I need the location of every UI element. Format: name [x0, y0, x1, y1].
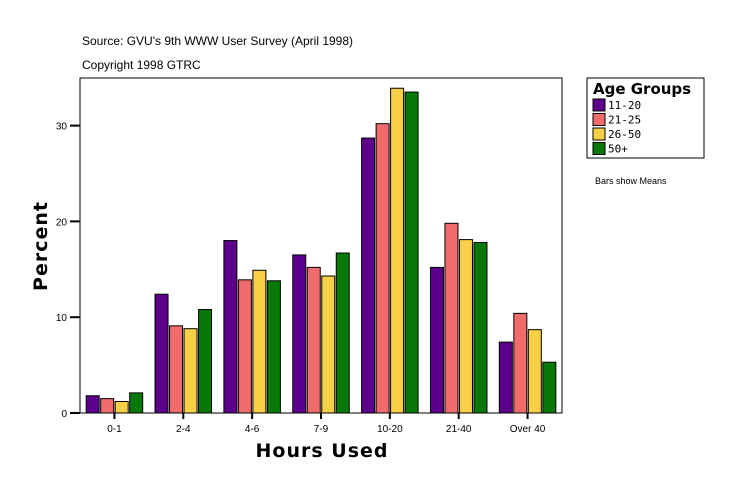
y-tick-label: 0	[61, 409, 67, 420]
x-tick-label: 0-1	[107, 424, 122, 435]
bar-50+-0-1	[129, 392, 144, 414]
bar-11-20-0-1	[85, 395, 100, 414]
bar-11-20-2-4	[154, 293, 169, 414]
bar-50+-21-40	[473, 241, 488, 414]
y-tick-label: 20	[56, 217, 68, 228]
bar-21-25-4-6	[237, 279, 252, 414]
legend-label: 21-25	[608, 114, 641, 127]
legend-label: 11-20	[608, 99, 641, 112]
bar-26-50-4-6	[252, 269, 267, 414]
x-tick-label: Over 40	[510, 424, 546, 435]
bar-26-50-21-40	[458, 239, 473, 414]
y-axis-label: Percent	[30, 201, 52, 291]
bar-26-50-0-1	[114, 401, 129, 414]
bar-21-25-7-9	[306, 266, 321, 414]
bar-21-25-10-20	[375, 123, 390, 414]
bar-21-25-Over 40	[513, 312, 528, 414]
legend-label: 26-50	[608, 128, 641, 141]
bar-21-25-0-1	[100, 398, 115, 414]
x-tick-label: 4-6	[245, 424, 260, 435]
bar-50+-4-6	[266, 280, 281, 414]
x-axis-label: Hours Used	[256, 440, 389, 462]
bar-50+-10-20	[404, 91, 419, 414]
bar-50+-Over 40	[542, 361, 557, 414]
x-tick-label: 10-20	[377, 424, 403, 435]
bar-26-50-Over 40	[527, 329, 542, 414]
chart-subtitle: Copyright 1998 GTRC	[82, 58, 201, 72]
bar-50+-7-9	[335, 252, 350, 414]
y-tick-label: 30	[56, 122, 68, 133]
bar-11-20-10-20	[361, 137, 376, 414]
chart-title: Source: GVU's 9th WWW User Survey (April…	[82, 34, 353, 48]
bar-50+-2-4	[198, 309, 213, 414]
bar-21-25-21-40	[444, 222, 459, 414]
bar-21-25-2-4	[169, 325, 184, 414]
bar-11-20-21-40	[429, 266, 444, 414]
legend	[586, 77, 705, 159]
bar-11-20-Over 40	[498, 341, 513, 414]
bar-26-50-10-20	[390, 87, 405, 414]
bar-11-20-7-9	[292, 254, 307, 414]
legend-label: 50+	[608, 143, 628, 156]
plot-area	[79, 77, 563, 414]
bar-26-50-2-4	[183, 328, 198, 414]
x-tick-label: 7-9	[314, 424, 329, 435]
legend-swatch-21-25	[592, 113, 606, 126]
x-tick-label: 21-40	[446, 424, 472, 435]
legend-swatch-11-20	[592, 98, 606, 112]
bar-11-20-4-6	[223, 240, 238, 414]
legend-swatch-50+	[592, 142, 606, 155]
bar-26-50-7-9	[321, 275, 336, 414]
y-tick-label: 10	[56, 313, 68, 324]
x-tick-label: 2-4	[176, 424, 191, 435]
legend-swatch-26-50	[592, 127, 606, 141]
legend-title: Age Groups	[593, 80, 691, 98]
chart-note: Bars show Means	[595, 176, 667, 186]
